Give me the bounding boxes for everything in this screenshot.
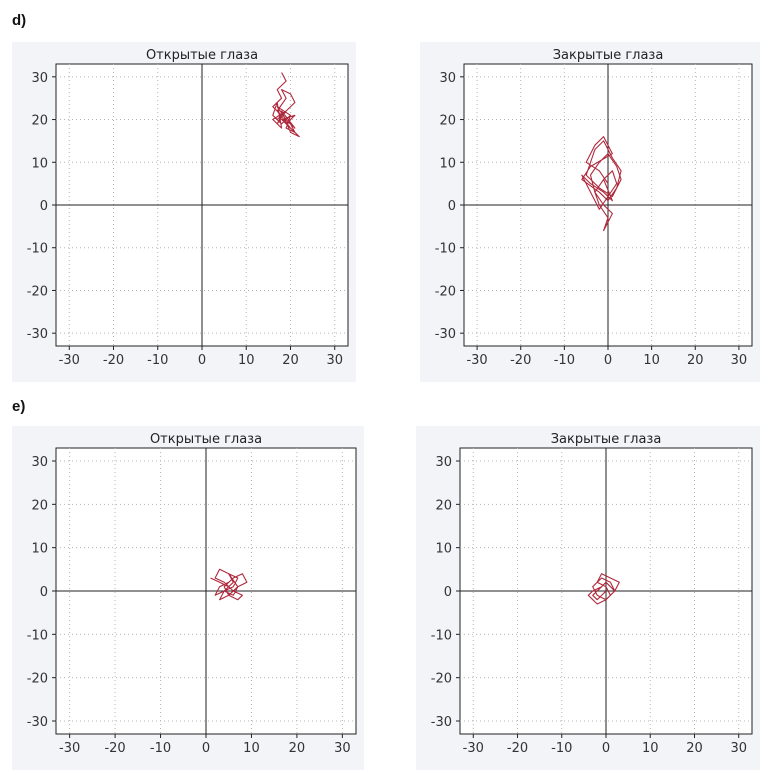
sway-trace — [581, 136, 622, 232]
x-tick-label: -10 — [551, 741, 572, 756]
chart-panel-d-open-eyes: Открытые глаза -30 -20 -10 0 10 20 30 30 20 10 0 -10… — [12, 42, 356, 382]
sway-trace — [272, 72, 300, 138]
x-tick-label: 20 — [282, 353, 299, 368]
y-tick-label: 30 — [31, 71, 48, 86]
x-tick-label: 10 — [243, 741, 260, 756]
x-tick-label: 30 — [326, 353, 343, 368]
x-tick-label: 0 — [198, 353, 206, 368]
x-tick-label: 30 — [730, 741, 747, 756]
chart-panel-d-closed-eyes: Закрытые глаза -30 -20 -10 0 10 20 30 30 20 10 0 -10… — [420, 42, 760, 382]
y-tick-label: 20 — [31, 114, 48, 129]
chart-title: Закрытые глаза — [551, 432, 662, 447]
section-label-e: e) — [12, 398, 26, 415]
chart-e-closed-eyes: Закрытые глаза -30 -20 -10 0 10 20 30 30 20 10 0 -10… — [416, 426, 760, 770]
y-tick-label: 30 — [439, 71, 456, 86]
y-tick-label: -10 — [27, 628, 48, 643]
x-tick-label: 10 — [238, 353, 255, 368]
x-tick-label: -20 — [510, 353, 531, 368]
x-tick-label: -10 — [150, 741, 171, 756]
y-tick-label: 0 — [448, 199, 456, 214]
chart-panel-e-open-eyes: Открытые глаза -30 -20 -10 0 10 20 30 30 20 10 0 -10… — [12, 426, 364, 770]
x-tick-label: -10 — [554, 353, 575, 368]
y-tick-label: 10 — [435, 542, 452, 557]
y-tick-label: 10 — [439, 156, 456, 171]
chart-title: Открытые глаза — [150, 432, 262, 447]
chart-title: Закрытые глаза — [553, 48, 664, 63]
y-tick-label: 20 — [435, 498, 452, 513]
x-tick-label: -10 — [147, 353, 168, 368]
x-tick-label: -20 — [507, 741, 528, 756]
y-tick-label: 30 — [435, 455, 452, 470]
y-tick-label: 20 — [31, 498, 48, 513]
y-tick-label: 0 — [40, 199, 48, 214]
sway-trace — [210, 568, 248, 601]
x-tick-label: 0 — [202, 741, 210, 756]
x-tick-label: -20 — [104, 741, 125, 756]
x-tick-label: -30 — [59, 353, 80, 368]
y-tick-label: 10 — [31, 156, 48, 171]
chart-d-closed-eyes: Закрытые глаза -30 -20 -10 0 10 20 30 30 20 10 0 -10… — [420, 42, 760, 382]
y-tick-label: -20 — [431, 672, 452, 687]
y-tick-label: -20 — [27, 284, 48, 299]
chart-title: Открытые глаза — [146, 48, 258, 63]
x-tick-label: 30 — [334, 741, 351, 756]
y-tick-label: 0 — [40, 585, 48, 600]
y-tick-label: -30 — [27, 327, 48, 342]
section-label-d: d) — [12, 12, 27, 29]
x-tick-label: -30 — [59, 741, 80, 756]
y-tick-label: 20 — [439, 114, 456, 129]
y-tick-label: -20 — [27, 672, 48, 687]
y-tick-label: -10 — [435, 242, 456, 257]
y-tick-label: -10 — [431, 628, 452, 643]
y-tick-label: -30 — [431, 715, 452, 730]
y-tick-label: -20 — [435, 284, 456, 299]
x-tick-label: 20 — [686, 741, 703, 756]
x-tick-label: 0 — [602, 741, 610, 756]
chart-e-open-eyes: Открытые глаза -30 -20 -10 0 10 20 30 30 20 10 0 -10… — [12, 426, 364, 770]
x-tick-label: -30 — [463, 741, 484, 756]
y-tick-label: -10 — [27, 242, 48, 257]
x-tick-label: -30 — [466, 353, 487, 368]
y-tick-label: 30 — [31, 455, 48, 470]
x-tick-label: 30 — [731, 353, 748, 368]
x-tick-label: 10 — [643, 353, 660, 368]
x-tick-label: 20 — [289, 741, 306, 756]
x-tick-label: 10 — [642, 741, 659, 756]
y-tick-label: -30 — [435, 327, 456, 342]
chart-d-open-eyes: Открытые глаза -30 -20 -10 0 10 20 30 30 20 10 0 -10… — [12, 42, 356, 382]
x-tick-label: 20 — [687, 353, 704, 368]
y-tick-label: 0 — [444, 585, 452, 600]
x-tick-label: 0 — [604, 353, 612, 368]
y-tick-label: 10 — [31, 542, 48, 557]
y-tick-label: -30 — [27, 715, 48, 730]
x-tick-label: -20 — [103, 353, 124, 368]
sway-trace — [587, 573, 620, 605]
chart-panel-e-closed-eyes: Закрытые глаза -30 -20 -10 0 10 20 30 30 20 10 0 -10… — [416, 426, 760, 770]
